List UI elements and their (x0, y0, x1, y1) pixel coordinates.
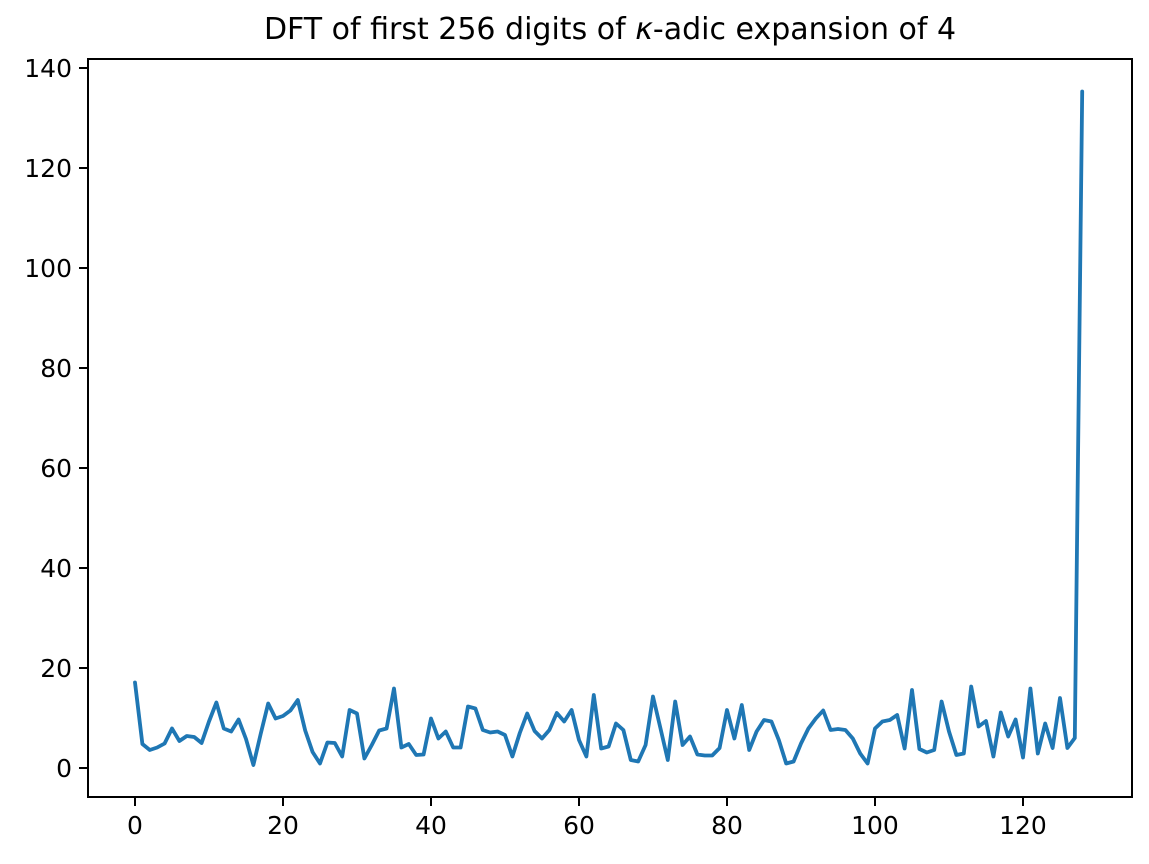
x-axis-tick-label: 100 (851, 811, 899, 840)
chart-title-prefix: DFT of first 256 digits of (263, 12, 636, 47)
y-axis-tick-label: 0 (56, 754, 72, 783)
y-axis-tick-label: 40 (40, 554, 72, 583)
x-axis-tick-label: 20 (267, 811, 299, 840)
y-axis-tick-label: 100 (24, 254, 72, 283)
y-axis-tick-label: 120 (24, 154, 72, 183)
y-axis-tick-label: 140 (24, 54, 72, 83)
x-axis-tick-label: 80 (711, 811, 743, 840)
x-axis-tick-label: 0 (127, 811, 143, 840)
x-axis-tick-label: 60 (563, 811, 595, 840)
plot-border (87, 58, 1133, 798)
chart-title-suffix: -adic expansion of 4 (652, 12, 957, 47)
y-axis-tick-label: 80 (40, 354, 72, 383)
chart-title-kappa: κ (635, 12, 653, 47)
y-axis-tick-label: 20 (40, 654, 72, 683)
y-axis-tick-label: 60 (40, 454, 72, 483)
chart-title: DFT of first 256 digits of κ-adic expans… (88, 12, 1132, 48)
data-line (133, 89, 1085, 767)
x-axis-tick-label: 40 (415, 811, 447, 840)
x-axis-tick-label: 120 (999, 811, 1047, 840)
